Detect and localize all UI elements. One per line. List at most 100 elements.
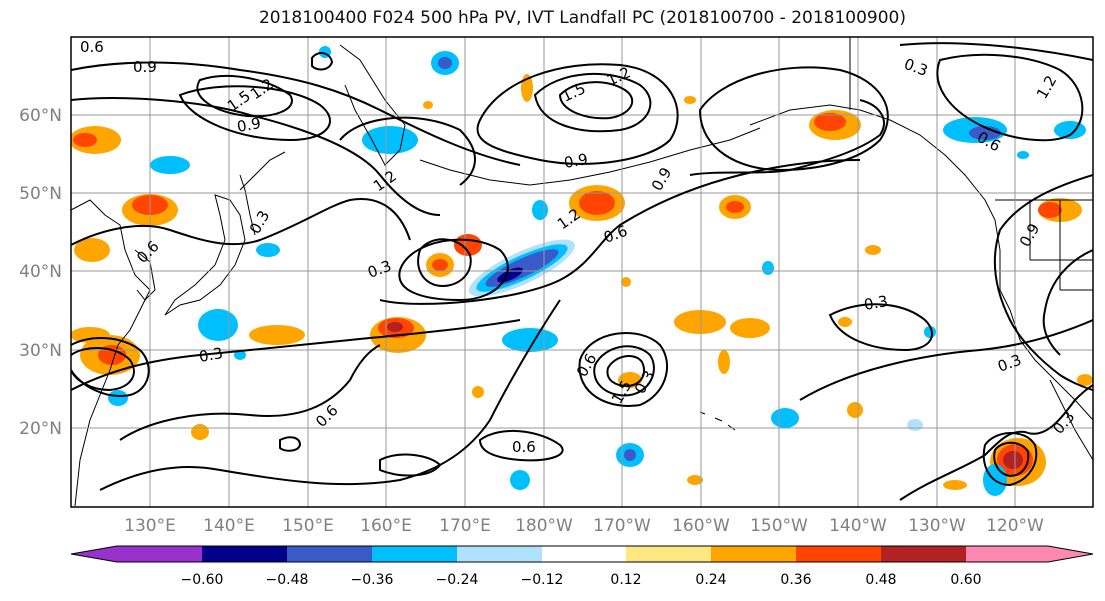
pv-contour (828, 303, 934, 352)
pv-contour (99, 299, 561, 491)
negative-anomaly (762, 261, 774, 275)
positive-anomaly (423, 101, 433, 109)
contour-label: 0.6 (512, 438, 536, 456)
mexico-coastline (1049, 379, 1093, 461)
pv-contour (533, 72, 652, 133)
japan-coastline (164, 194, 246, 316)
pv-contour (339, 116, 476, 186)
pv-contour (311, 52, 334, 71)
pv-contour (417, 238, 472, 287)
lon-label: 140°W (829, 516, 887, 536)
colorbar-tick-label: 0.12 (610, 572, 641, 588)
positive-anomaly (684, 96, 696, 104)
colorbar: −0.60 −0.48 −0.36 −0.24 −0.12 0.12 0.24 … (70, 545, 1094, 588)
pv-contour (379, 159, 861, 305)
colorbar-tick-label: −0.36 (351, 572, 394, 588)
negative-anomaly (907, 419, 923, 431)
lon-label: 150°W (750, 516, 808, 536)
lat-label: 40°N (19, 262, 62, 282)
negative-anomaly (234, 350, 246, 360)
pv-contour (71, 347, 135, 392)
map-frame (70, 36, 1094, 508)
pv-contour (71, 319, 521, 391)
lon-label: 150°E (282, 516, 334, 536)
lon-label: 130°E (124, 516, 176, 536)
colorbar-segment (881, 546, 966, 562)
negative-anomaly (1017, 151, 1029, 159)
positive-anomaly (1003, 451, 1023, 469)
colorbar-segment (372, 546, 457, 562)
contour-label: 0.9 (563, 150, 590, 172)
pv-contour (899, 42, 1093, 61)
pv-contour (1042, 249, 1093, 356)
pv-contour (478, 429, 564, 462)
negative-anomaly (771, 408, 799, 428)
alaska-coastline (749, 104, 1093, 421)
positive-anomaly (1038, 202, 1062, 218)
positive-anomaly (814, 113, 846, 131)
pv-contour (398, 238, 509, 302)
kuril-islands (239, 151, 286, 191)
pv-contour (279, 436, 302, 452)
negative-anomaly (198, 309, 238, 341)
colorbar-tick-label: −0.48 (266, 572, 309, 588)
pv-contour (936, 53, 1084, 142)
positive-anomaly (472, 386, 484, 398)
pv-contour (698, 66, 889, 172)
pv-contour (196, 74, 293, 118)
colorbar-outline (70, 545, 1094, 563)
lon-label: 120°W (986, 516, 1044, 536)
positive-anomaly (579, 191, 615, 215)
colorbar-segment (711, 546, 796, 562)
lat-label: 20°N (19, 419, 62, 439)
pv-contour (558, 81, 634, 120)
sakhalin-coastline (239, 174, 256, 236)
lat-label: 60°N (19, 106, 62, 126)
map-title: 2018100400 F024 500 hPa PV, IVT Landfall… (258, 8, 906, 28)
pv-contour (178, 85, 331, 142)
pv-contour (606, 355, 646, 388)
lon-label: 140°E (203, 516, 255, 536)
negative-anomaly (1054, 121, 1086, 139)
negative-anomaly (362, 126, 418, 154)
kamchatka-coastline (339, 44, 406, 166)
positive-anomaly (865, 245, 881, 255)
longitude-labels: 130°E 140°E 150°E 160°E 170°E 180°W 170°… (124, 516, 1044, 536)
positive-anomaly (943, 480, 967, 490)
pv-contour (578, 332, 669, 407)
colorbar-segment (966, 546, 1093, 562)
colorbar-tick-label: −0.24 (436, 572, 479, 588)
contour-label: 0.9 (236, 114, 263, 136)
positive-anomaly (1077, 374, 1093, 386)
korea-coastline (134, 249, 156, 301)
pv-contour (993, 441, 1030, 478)
lon-label: 170°E (439, 516, 491, 536)
colorbar-segment (542, 546, 626, 562)
state-borders (1029, 200, 1093, 291)
positive-anomaly (726, 201, 744, 213)
negative-anomaly (150, 156, 190, 174)
colorbar-segment (626, 546, 711, 562)
negative-anomaly (510, 470, 530, 490)
negative-anomaly (108, 390, 128, 406)
pv-contour (71, 97, 441, 216)
pv-contour (593, 345, 655, 397)
pv-contour (71, 61, 521, 166)
positive-anomaly (74, 238, 110, 262)
asia-coastline (71, 199, 151, 507)
pv-contour (379, 453, 442, 477)
positive-anomaly (191, 424, 209, 440)
positive-anomaly (387, 322, 403, 332)
lon-label: 180°W (515, 516, 573, 536)
colorbar-segment (202, 546, 287, 562)
positive-anomaly (73, 133, 97, 147)
negative-anomaly (624, 449, 636, 461)
colorbar-tick-label: −0.12 (521, 572, 564, 588)
pv-contour (993, 174, 1093, 391)
positive-anomaly (687, 475, 703, 485)
positive-anomaly (674, 310, 726, 334)
pv-contour (71, 198, 411, 246)
positive-anomaly (621, 277, 631, 287)
pv-contour (71, 337, 150, 397)
lon-label: 130°W (908, 516, 966, 536)
